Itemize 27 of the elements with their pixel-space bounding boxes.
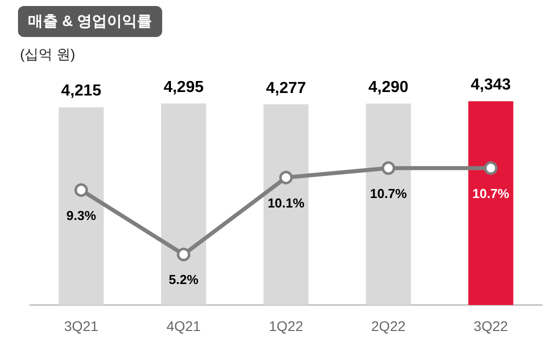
point (74, 183, 88, 197)
x-tick-label: 3Q22 (474, 318, 508, 334)
bar (468, 101, 514, 305)
bar (58, 107, 104, 305)
chart-title: 매출 & 영업이익률 (28, 13, 152, 30)
data-label: 4,277 (266, 80, 306, 97)
data-label: 4,290 (368, 79, 409, 96)
data-label: 9.3% (66, 208, 96, 223)
point (382, 161, 396, 175)
point (176, 248, 190, 262)
x-tick-label: 1Q22 (268, 318, 304, 334)
bar (366, 104, 411, 305)
data-label: 5.2% (168, 272, 199, 288)
y-axis-title: (십억 원) (20, 46, 76, 62)
data-label: 10.1% (268, 195, 305, 210)
data-label: 10.7% (472, 186, 510, 201)
x-tick-label: 4Q21 (166, 318, 201, 334)
data-label: 10.7% (370, 186, 408, 201)
data-label: 4,215 (61, 82, 102, 100)
x-tick-label: 2Q22 (371, 318, 406, 334)
data-label: 4,295 (164, 78, 204, 96)
point (279, 170, 293, 184)
x-tick-label: 3Q21 (64, 318, 99, 334)
bar (264, 104, 308, 305)
bar (161, 103, 206, 305)
data-label: 4,343 (470, 76, 511, 94)
point (484, 161, 498, 175)
